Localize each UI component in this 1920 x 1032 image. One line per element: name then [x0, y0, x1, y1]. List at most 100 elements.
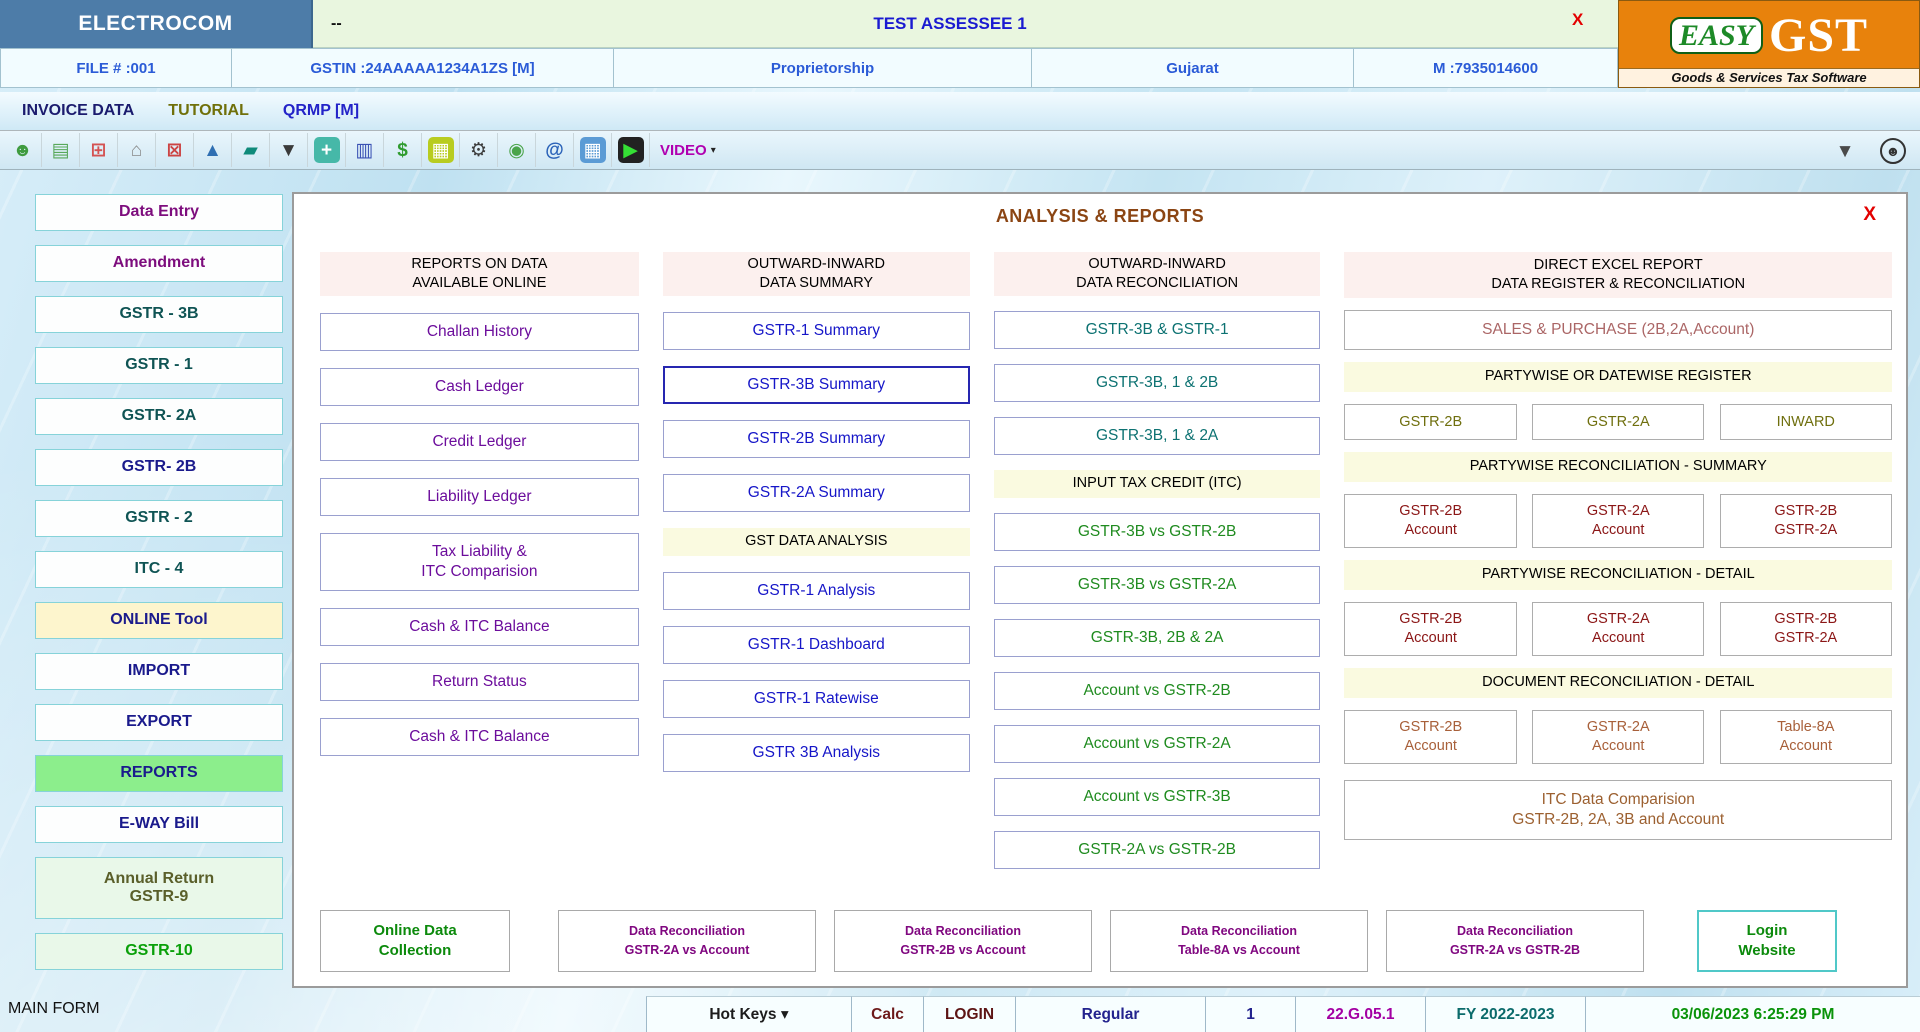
account-vs-gstr-2a-button[interactable]: Account vs GSTR-2A [993, 725, 1321, 763]
button-label-line: Collection [378, 942, 452, 959]
gstr-1-summary-button[interactable]: GSTR-1 Summary [662, 312, 970, 350]
gstr-3b-2b-2a-button[interactable]: GSTR-3B, 2B & 2A [993, 619, 1321, 657]
table-8a-account-button[interactable]: Table-8A Account [1719, 710, 1893, 764]
cash-ledger-button[interactable]: Cash Ledger [320, 368, 639, 406]
sidebar-item-itc-4[interactable]: ITC - 4 [35, 551, 283, 588]
sidebar-item-gstr-1[interactable]: GSTR - 1 [35, 347, 283, 384]
gstr-2b-gstr-2a-button[interactable]: GSTR-2B GSTR-2A [1719, 602, 1893, 656]
settings-gears-icon[interactable]: ⚙ [460, 133, 498, 167]
gstr-2b-account-button[interactable]: GSTR-2B Account [1344, 602, 1517, 656]
menu-invoice-data[interactable]: INVOICE DATA [22, 102, 135, 119]
gstr-1-dashboard-button[interactable]: GSTR-1 Dashboard [662, 626, 970, 664]
sidebar-item-gstr-2[interactable]: GSTR - 2 [35, 500, 283, 537]
tax-liability-itc-comparision-button[interactable]: Tax Liability & ITC Comparision [320, 533, 639, 591]
cash-itc-balance-button[interactable]: Cash & ITC Balance [320, 608, 639, 646]
button-label-line: GSTR-2A [1774, 522, 1838, 538]
menu-qrmp[interactable]: QRMP [M] [282, 102, 360, 119]
gstr-3b-analysis-button[interactable]: GSTR 3B Analysis [662, 734, 970, 772]
sidebar-item-gstr-10[interactable]: GSTR-10 [35, 933, 283, 970]
status-calc[interactable]: Calc [851, 996, 923, 1032]
gstr-3b-summary-button[interactable]: GSTR-3B Summary [662, 366, 970, 404]
video-player-icon[interactable]: ▶ [612, 133, 650, 167]
account-vs-gstr-3b-button[interactable]: Account vs GSTR-3B [993, 778, 1321, 816]
liability-ledger-button[interactable]: Liability Ledger [320, 478, 639, 516]
gift-cart-icon[interactable]: ⊠ [156, 133, 194, 167]
sidebar-item-gstr-2b[interactable]: GSTR- 2B [35, 449, 283, 486]
online-data-collection-button[interactable]: Online Data Collection [320, 910, 510, 972]
challan-history-button[interactable]: Challan History [320, 313, 639, 351]
hand-money-icon[interactable]: ▰ [232, 133, 270, 167]
button-row: GSTR-2B GSTR-2A INWARD [1344, 404, 1893, 440]
gstr-2a-summary-button[interactable]: GSTR-2A Summary [662, 474, 970, 512]
gstr-2a-vs-gstr-2b-button[interactable]: GSTR-2A vs GSTR-2B [993, 831, 1321, 869]
credit-ledger-button[interactable]: Credit Ledger [320, 423, 639, 461]
window-close-button[interactable]: X [1572, 10, 1584, 29]
sidebar-item-data-entry[interactable]: Data Entry [35, 194, 283, 231]
sidebar-item-gstr-3b[interactable]: GSTR - 3B [35, 296, 283, 333]
login-website-button[interactable]: Login Website [1697, 910, 1837, 972]
account-vs-gstr-2b-button[interactable]: Account vs GSTR-2B [993, 672, 1321, 710]
itc-data-comparision-gstr-2b-2a-3b-and-account-button[interactable]: ITC Data Comparision GSTR-2B, 2A, 3B and … [1344, 780, 1893, 840]
data-reconciliation-gstr-2a-vs-account-button[interactable]: Data Reconciliation GSTR-2A vs Account [558, 910, 816, 972]
schedule-grid-icon[interactable]: ▦ [574, 133, 612, 167]
return-status-button[interactable]: Return Status [320, 663, 639, 701]
cash-itc-balance-button[interactable]: Cash & ITC Balance [320, 718, 639, 756]
payment-people-icon[interactable]: ▤ [42, 133, 80, 167]
gstr-3b-gstr-1-button[interactable]: GSTR-3B & GSTR-1 [993, 311, 1321, 349]
cash-hand-icon[interactable]: $ [384, 133, 422, 167]
data-reconciliation-gstr-2b-vs-account-button[interactable]: Data Reconciliation GSTR-2B vs Account [834, 910, 1092, 972]
gstr-3b-vs-gstr-2b-button[interactable]: GSTR-3B vs GSTR-2B [993, 513, 1321, 551]
button-label-line: GSTR-1 Dashboard [747, 635, 885, 653]
gstr-3b-vs-gstr-2a-button[interactable]: GSTR-3B vs GSTR-2A [993, 566, 1321, 604]
sidebar: Data Entry Amendment GSTR - 3B GSTR - 1 GSTR… [35, 194, 283, 984]
gstr-2b-gstr-2a-button[interactable]: GSTR-2B GSTR-2A [1719, 494, 1893, 548]
gstr-3b-1-2a-button[interactable]: GSTR-3B, 1 & 2A [993, 417, 1321, 455]
sidebar-item-reports[interactable]: REPORTS [35, 755, 283, 792]
web-globe-icon[interactable]: ◉ [498, 133, 536, 167]
button-label-line: Website [1738, 942, 1796, 959]
sidebar-item-export[interactable]: EXPORT [35, 704, 283, 741]
gstr-2b-summary-button[interactable]: GSTR-2B Summary [662, 420, 970, 458]
gstr-2a-account-button[interactable]: GSTR-2A Account [1532, 602, 1705, 656]
toolbar: ☻ ▤ ⊞ ⌂ ⊠ ▲ ▰ ▼ + ▥ $ ▦ ⚙ ◉ @ ▦ ▶ VIDEO ▾ ▼ ☻ [0, 130, 1920, 170]
cart-download-icon[interactable]: ▼ [270, 133, 308, 167]
video-caret-icon[interactable]: ▾ [710, 144, 716, 156]
gstr-2b-account-button[interactable]: GSTR-2B Account [1344, 494, 1517, 548]
gstr-2a-account-button[interactable]: GSTR-2A Account [1532, 710, 1705, 764]
data-reconciliation-gstr-2a-vs-gstr-2b-button[interactable]: Data Reconciliation GSTR-2A vs GSTR-2B [1386, 910, 1644, 972]
credit-cards-icon[interactable]: ▥ [346, 133, 384, 167]
users-group-icon[interactable]: ☻ [4, 133, 42, 167]
status-login[interactable]: LOGIN [923, 996, 1015, 1032]
button-label-line: Account vs GSTR-2A [1083, 734, 1231, 752]
gstr-2b-button[interactable]: GSTR-2B [1344, 404, 1517, 440]
apps-grid-icon[interactable]: ⊞ [80, 133, 118, 167]
user-login-icon[interactable]: ☻ [1874, 134, 1912, 168]
gstr-2b-account-button[interactable]: GSTR-2B Account [1344, 710, 1517, 764]
panel-close-button[interactable]: X [1863, 204, 1876, 225]
menu-tutorial[interactable]: TUTORIAL [168, 102, 249, 119]
status-hot-keys[interactable]: Hot Keys ▾ [646, 996, 851, 1032]
gstr-2a-button[interactable]: GSTR-2A [1532, 404, 1705, 440]
video-menu[interactable]: VIDEO [660, 141, 707, 159]
gstr-1-analysis-button[interactable]: GSTR-1 Analysis [662, 572, 970, 610]
download-icon[interactable]: ▼ [1826, 134, 1864, 168]
gstr-3b-1-2b-button[interactable]: GSTR-3B, 1 & 2B [993, 364, 1321, 402]
person-upload-icon[interactable]: ▲ [194, 133, 232, 167]
sidebar-item-e-way-bill[interactable]: E-WAY Bill [35, 806, 283, 843]
calculator-icon[interactable]: ▦ [422, 133, 460, 167]
sales-purchase-2b-2a-account-button[interactable]: SALES & PURCHASE (2B,2A,Account) [1344, 310, 1893, 350]
email-icon[interactable]: @ [536, 133, 574, 167]
sidebar-item-gstr-2a[interactable]: GSTR- 2A [35, 398, 283, 435]
sidebar-item-annual-return-gstr-9[interactable]: Annual Return GSTR-9 [35, 857, 283, 919]
logo-gst-text: GST [1768, 8, 1869, 62]
gstr-2a-account-button[interactable]: GSTR-2A Account [1532, 494, 1705, 548]
inward-button[interactable]: INWARD [1719, 404, 1893, 440]
sidebar-item-amendment[interactable]: Amendment [35, 245, 283, 282]
sidebar-item-online-tool[interactable]: ONLINE Tool [35, 602, 283, 639]
cart-add-icon[interactable]: + [308, 133, 346, 167]
sidebar-item-import[interactable]: IMPORT [35, 653, 283, 690]
gstr-1-ratewise-button[interactable]: GSTR-1 Ratewise [662, 680, 970, 718]
data-reconciliation-table-8a-vs-account-button[interactable]: Data Reconciliation Table-8A vs Account [1110, 910, 1368, 972]
bank-icon[interactable]: ⌂ [118, 133, 156, 167]
